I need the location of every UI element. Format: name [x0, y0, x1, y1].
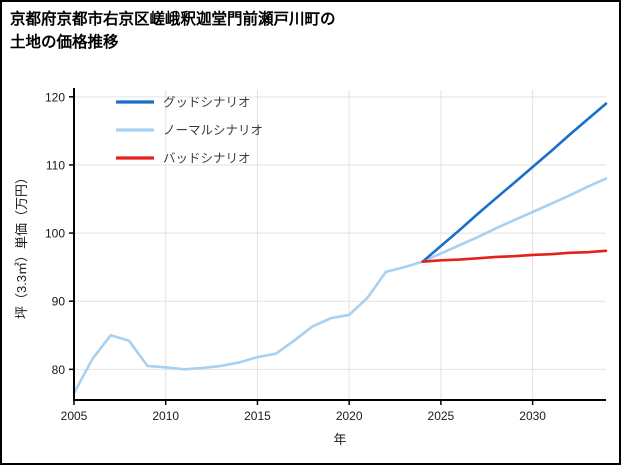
series-line: [421, 249, 608, 264]
chart-title: 京都府京都市右京区嵯峨釈迦堂門前瀬戸川町の 土地の価格推移: [10, 8, 336, 55]
x-axis-label: 年: [333, 432, 346, 447]
chart-title-line1: 京都府京都市右京区嵯峨釈迦堂門前瀬戸川町の: [10, 11, 336, 28]
legend-label: グッドシナリオ: [163, 96, 251, 110]
x-tick-label: 2030: [519, 409, 546, 423]
series-line: [72, 177, 608, 395]
y-tick-label: 110: [46, 158, 65, 172]
x-tick-label: 2015: [244, 409, 271, 423]
series-line: [421, 102, 608, 264]
y-tick-label: 100: [45, 227, 65, 241]
x-tick-label: 2010: [152, 409, 179, 423]
y-tick-label: 90: [52, 295, 66, 309]
y-tick-label: 120: [45, 90, 65, 104]
legend-label: バッドシナリオ: [163, 152, 251, 166]
x-tick-label: 2025: [428, 409, 455, 423]
x-tick-label: 2005: [61, 409, 88, 423]
chart-title-line2: 土地の価格推移: [10, 34, 119, 52]
y-tick-label: 80: [52, 363, 66, 377]
y-axis-label: 坪（3.3㎡）単価（万円）: [14, 171, 29, 319]
x-tick-label: 2020: [336, 409, 363, 423]
legend-label: ノーマルシナリオ: [163, 124, 263, 138]
